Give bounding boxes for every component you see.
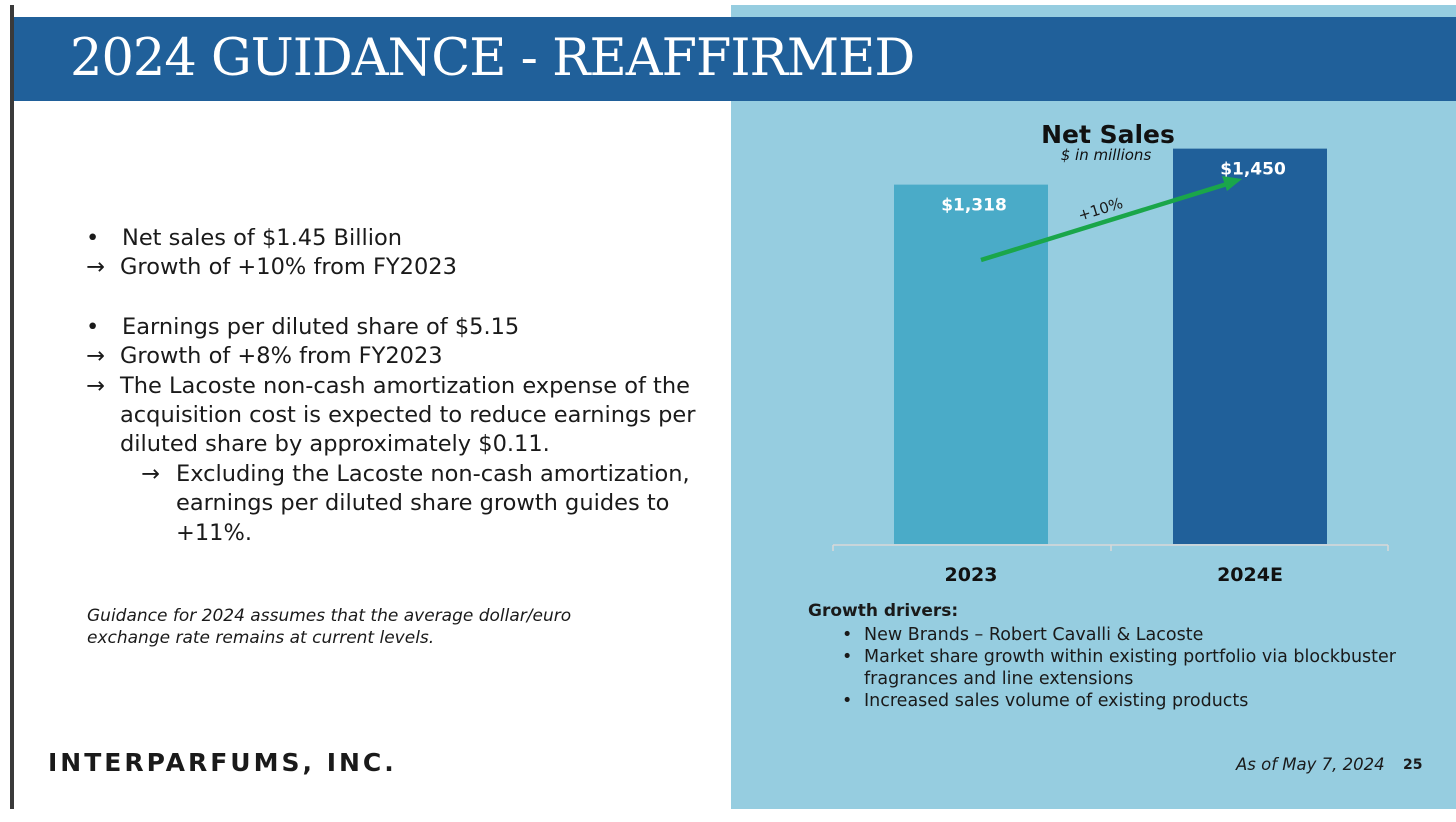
- bullet-dot: •: [86, 313, 100, 340]
- bullet-dot: •: [86, 225, 100, 251]
- guidance-bullet: • Earnings per diluted share of $5.15: [86, 313, 706, 342]
- growth-driver-item: • Market share growth within existing por…: [808, 646, 1418, 690]
- as-of-date: As of May 7, 2024: [1236, 755, 1385, 774]
- sub-sub-bullet-text: Excluding the Lacoste non-cash amortizat…: [176, 460, 690, 546]
- net-sales-chart: Net Sales $ in millions $1,318 $1,450 202…: [832, 120, 1389, 586]
- bar-2023: [894, 184, 1048, 544]
- slide-title: 2024 GUIDANCE - REAFFIRMED: [70, 29, 915, 88]
- guidance-sub-bullet: → Growth of +10% from FY2023: [86, 253, 706, 282]
- chart-title: Net Sales: [1041, 120, 1175, 149]
- bullet-text: Net sales of $1.45 Billion: [122, 225, 402, 251]
- arrow-right-icon: →: [86, 372, 105, 399]
- guidance-sub-bullet: → Growth of +8% from FY2023: [86, 342, 706, 371]
- arrow-right-icon: →: [86, 254, 105, 281]
- x-tick-label: 2024E: [1217, 564, 1283, 586]
- bullet-gap: [86, 283, 706, 313]
- growth-driver-item: • Increased sales volume of existing prod…: [808, 690, 1418, 712]
- arrow-right-icon: →: [86, 343, 105, 370]
- growth-arrow-head: [1222, 176, 1242, 191]
- title-bar: [14, 17, 1456, 101]
- growth-arrow-line: [980, 181, 1228, 263]
- bar-value-label: $1,450: [1220, 160, 1286, 180]
- guidance-sub-bullet: → The Lacoste non-cash amortization expen…: [86, 372, 706, 460]
- chart-subtitle: $ in millions: [1061, 146, 1152, 164]
- growth-arrow: [980, 176, 1242, 263]
- bullet-dot: •: [842, 647, 853, 667]
- sub-bullet-text: The Lacoste non-cash amortization expens…: [120, 372, 696, 458]
- growth-drivers: Growth drivers: • New Brands – Robert Cav…: [808, 600, 1418, 712]
- bar-value-label: $1,318: [941, 196, 1007, 216]
- company-logo: INTERPARFUMS, INC.: [48, 748, 397, 777]
- sub-bullet-text: Growth of +8% from FY2023: [120, 343, 443, 370]
- growth-driver-text: Market share growth within existing port…: [864, 647, 1396, 689]
- growth-driver-item: • New Brands – Robert Cavalli & Lacoste: [808, 624, 1418, 646]
- page-number: 25: [1403, 757, 1423, 773]
- growth-drivers-heading: Growth drivers:: [808, 601, 959, 621]
- sub-bullet-text: Growth of +10% from FY2023: [120, 254, 457, 281]
- bullet-dot: •: [842, 625, 853, 645]
- bar-2024E: [1173, 148, 1327, 544]
- guidance-bullet: • Net sales of $1.45 Billion: [86, 224, 706, 253]
- x-tick-label: 2023: [945, 564, 998, 586]
- guidance-footnote: Guidance for 2024 assumes that the avera…: [87, 606, 572, 648]
- chart-panel-background: [731, 5, 1456, 809]
- left-edge-rule: [10, 5, 14, 809]
- growth-driver-text: Increased sales volume of existing produ…: [864, 691, 1249, 711]
- bullet-dot: •: [842, 691, 853, 711]
- bullet-text: Earnings per diluted share of $5.15: [122, 313, 520, 340]
- guidance-bullets: • Net sales of $1.45 Billion → Growth of +1…: [86, 224, 706, 548]
- growth-driver-text: New Brands – Robert Cavalli & Lacoste: [864, 625, 1204, 645]
- guidance-sub-sub-bullet: → Excluding the Lacoste non-cash amortiza…: [86, 460, 706, 548]
- arrow-right-icon: →: [141, 460, 160, 487]
